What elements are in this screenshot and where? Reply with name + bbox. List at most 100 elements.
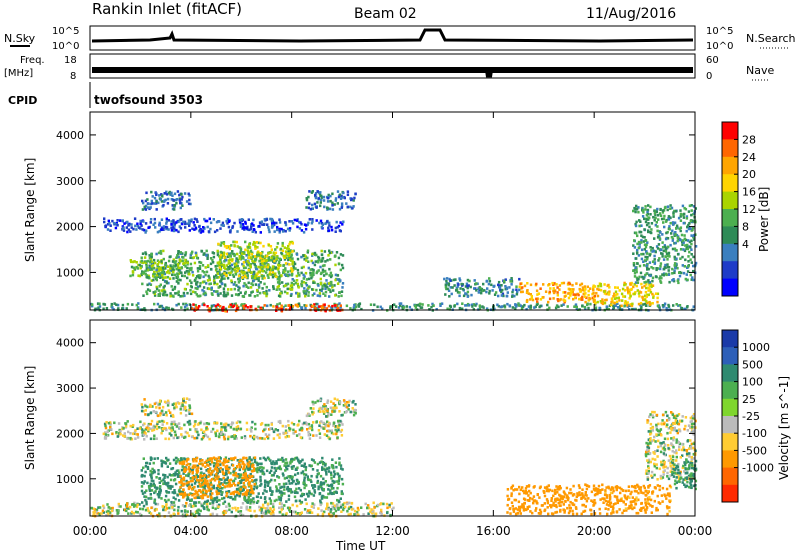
range-cell xyxy=(141,208,145,211)
range-cell xyxy=(639,301,643,305)
range-cell xyxy=(687,255,690,258)
range-cell xyxy=(173,261,176,264)
range-cell xyxy=(158,477,162,480)
range-cell xyxy=(144,498,147,502)
range-cell xyxy=(312,486,315,490)
range-cell xyxy=(530,294,533,298)
range-cell xyxy=(399,302,403,305)
range-cell xyxy=(230,288,233,291)
range-cell xyxy=(221,272,225,276)
range-cell xyxy=(247,481,251,485)
range-cell xyxy=(648,300,651,304)
range-cell xyxy=(223,266,226,269)
range-cell xyxy=(201,459,204,462)
range-cell xyxy=(636,262,639,265)
range-cell xyxy=(149,469,152,473)
range-cell xyxy=(593,294,597,298)
range-cell xyxy=(195,469,198,472)
nave-tick-bottom: 0 xyxy=(706,71,712,82)
range-cell xyxy=(206,495,210,498)
range-cell xyxy=(245,275,248,279)
range-cell xyxy=(310,474,313,478)
range-cell xyxy=(575,282,578,285)
range-cell xyxy=(241,502,245,505)
range-cell xyxy=(195,510,199,513)
range-cell xyxy=(149,257,153,260)
range-cell xyxy=(115,303,118,306)
range-cell xyxy=(104,225,107,228)
range-cell xyxy=(191,274,195,277)
range-cell xyxy=(341,196,345,199)
range-cell xyxy=(187,467,190,471)
range-cell xyxy=(125,221,129,224)
range-cell xyxy=(221,221,225,225)
range-cell xyxy=(330,485,334,488)
range-cell xyxy=(608,290,611,293)
range-cell xyxy=(160,218,164,221)
range-cell xyxy=(237,510,240,513)
range-cell xyxy=(282,271,285,274)
range-cell xyxy=(231,464,235,467)
range-cell xyxy=(238,279,241,282)
range-cell xyxy=(324,269,327,273)
range-cell xyxy=(664,220,668,223)
range-cell xyxy=(206,482,210,485)
range-cell xyxy=(601,298,604,301)
range-cell xyxy=(148,268,152,271)
range-cell xyxy=(160,497,163,500)
range-cell xyxy=(444,285,448,289)
range-cell xyxy=(645,213,649,217)
range-cell xyxy=(211,506,215,509)
range-cell xyxy=(305,484,308,487)
range-cell xyxy=(420,306,424,309)
range-cell xyxy=(250,225,253,229)
range-cell xyxy=(288,287,291,291)
range-cell xyxy=(271,222,274,225)
range-cell xyxy=(233,221,236,225)
range-cell xyxy=(283,246,286,249)
range-cell xyxy=(592,284,595,288)
range-cell xyxy=(218,220,221,223)
range-cell xyxy=(167,228,170,231)
range-cell xyxy=(144,251,147,254)
range-cell xyxy=(193,485,196,489)
range-cell xyxy=(282,474,285,477)
range-cell xyxy=(244,486,247,489)
range-cell xyxy=(690,242,693,246)
range-cell xyxy=(339,430,342,433)
range-cell xyxy=(312,268,315,272)
range-cell xyxy=(206,484,210,487)
range-cell xyxy=(297,512,300,515)
range-cell xyxy=(194,501,198,504)
range-cell xyxy=(135,261,138,264)
range-cell xyxy=(341,482,345,486)
range-cell xyxy=(511,288,515,292)
range-cell xyxy=(183,469,186,473)
range-cell xyxy=(567,292,570,295)
range-cell xyxy=(642,260,645,263)
range-cell xyxy=(596,300,599,304)
range-cell xyxy=(341,282,345,285)
range-cell xyxy=(171,194,174,197)
range-cell xyxy=(325,307,328,311)
range-cell xyxy=(648,303,652,306)
range-cell xyxy=(265,271,268,274)
range-cell xyxy=(183,457,186,460)
range-cell xyxy=(302,231,306,234)
range-cell xyxy=(504,285,507,288)
range-cell xyxy=(158,224,162,227)
range-cell xyxy=(241,513,245,517)
range-cell xyxy=(215,473,218,476)
range-cell xyxy=(275,487,279,491)
range-cell xyxy=(338,474,341,478)
range-cell xyxy=(629,283,632,286)
range-cell xyxy=(290,292,293,296)
range-cell xyxy=(272,287,275,291)
range-cell xyxy=(692,205,696,208)
range-cell xyxy=(687,223,690,227)
range-cell xyxy=(151,202,154,205)
range-cell xyxy=(186,513,189,517)
range-cell xyxy=(270,217,274,221)
range-cell xyxy=(203,461,207,464)
range-cell xyxy=(272,305,275,308)
